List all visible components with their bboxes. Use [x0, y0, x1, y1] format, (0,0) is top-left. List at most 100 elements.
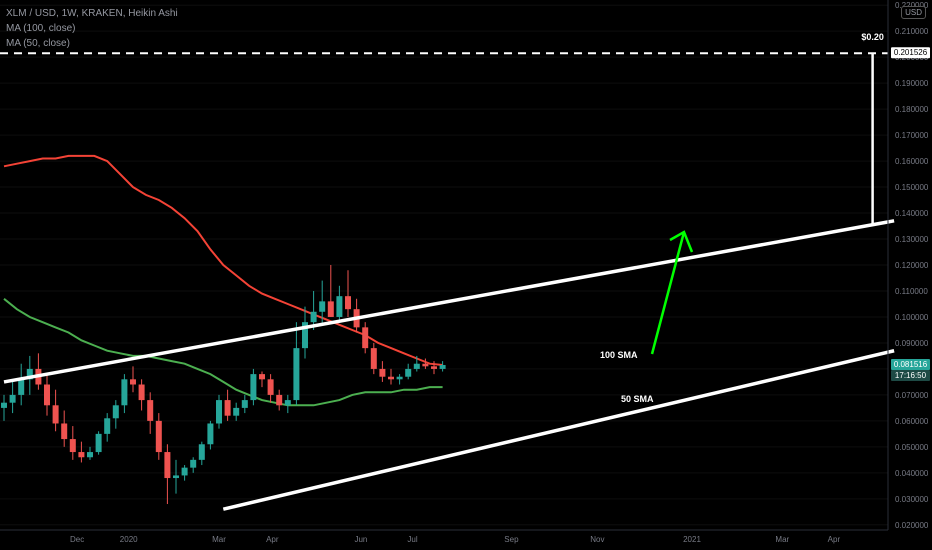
annotation-group: $0.20 100 SMA 50 SMA: [0, 32, 888, 404]
sma50-annotation: 50 SMA: [621, 394, 654, 404]
time-axis[interactable]: Dec 2020 Mar Apr Jun Jul Sep Nov 2021 Mar Apr: [0, 529, 888, 544]
time-tick-label: Dec: [70, 535, 84, 544]
price-tick-label: 0.090000: [895, 339, 929, 348]
ma100-line-group: [3, 154, 443, 366]
candle-up: [26, 368, 33, 380]
candle-down: [78, 452, 85, 458]
candle-up: [293, 348, 300, 401]
candle-up: [104, 418, 111, 434]
candle-up: [439, 365, 446, 369]
time-tick-label: Sep: [504, 535, 519, 544]
price-tick-label: 0.100000: [895, 313, 929, 322]
candle-up: [396, 376, 403, 380]
target-price-tag-bg: [891, 47, 930, 59]
candle-up: [319, 301, 326, 312]
candle-up: [241, 400, 248, 408]
candle-down: [44, 384, 50, 406]
candle-up: [121, 379, 128, 406]
price-tick-label: 0.170000: [895, 131, 929, 140]
candle-down: [370, 348, 377, 369]
candle-down: [422, 363, 429, 367]
candle-up: [173, 475, 179, 479]
candle-down: [276, 394, 283, 406]
price-tick-label: 0.040000: [895, 469, 929, 478]
candle-up: [181, 467, 188, 476]
ma50-line-group: [3, 298, 443, 407]
time-tick-label: Mar: [212, 535, 226, 544]
currency-button[interactable]: USD: [901, 6, 926, 19]
price-tick-label: 0.130000: [895, 235, 929, 244]
projection-arrowhead: [669, 230, 694, 253]
candle-down: [388, 376, 394, 380]
candle-up: [87, 452, 93, 458]
channel-lower-line: [222, 349, 895, 511]
channel-upper-line: [3, 219, 895, 384]
ma50-legend[interactable]: MA (50, close): [6, 38, 70, 49]
countdown-tag: 17:16:50: [895, 371, 927, 380]
ma100-legend[interactable]: MA (100, close): [6, 23, 76, 34]
candle-up: [233, 407, 240, 416]
candle-up: [284, 400, 291, 406]
candle-up: [95, 433, 102, 453]
ma50-line: [3, 298, 443, 407]
candle-down: [147, 400, 154, 421]
price-tick-label: 0.190000: [895, 79, 929, 88]
candle-up: [250, 374, 257, 401]
channel-lines-group: [3, 219, 895, 511]
candle-up: [413, 363, 420, 369]
price-tick-label: 0.050000: [895, 443, 929, 452]
target-price-label: $0.20: [861, 32, 884, 42]
candle-down: [155, 420, 162, 453]
time-tick-label: Apr: [828, 535, 841, 544]
price-tick-label: 0.120000: [895, 261, 929, 270]
price-tick-label: 0.030000: [895, 495, 929, 504]
time-tick-label: Apr: [266, 535, 279, 544]
target-price-tag: 0.201526: [894, 48, 928, 57]
candle-down: [69, 439, 76, 453]
candle-down: [224, 400, 231, 416]
price-tick-label: 0.060000: [895, 417, 929, 426]
candle-down: [379, 368, 386, 377]
chart-legend: XLM / USD, 1W, KRAKEN, Heikin Ashi MA (1…: [6, 6, 178, 51]
ma100-line: [3, 154, 443, 366]
candle-up: [18, 379, 25, 395]
projection-arrow: [650, 231, 686, 355]
time-tick-label: Jun: [354, 535, 367, 544]
candle-up: [336, 296, 343, 317]
price-tick-label: 0.150000: [895, 183, 929, 192]
price-grid: [0, 4, 888, 526]
candle-down: [267, 379, 274, 395]
candle-down: [61, 423, 68, 440]
candle-down: [138, 384, 145, 401]
countdown-tag-bg: [891, 370, 930, 382]
price-tick-label: 0.020000: [895, 521, 929, 530]
candle-up: [207, 423, 214, 445]
candle-up: [1, 402, 7, 408]
candle-down: [164, 452, 171, 479]
price-tick-label: 0.070000: [895, 391, 929, 400]
candle-down: [431, 366, 437, 369]
symbol-title[interactable]: XLM / USD, 1W, KRAKEN, Heikin Ashi: [6, 8, 178, 19]
candle-down: [130, 379, 136, 385]
candle-down: [327, 301, 334, 317]
price-axis[interactable]: 0.2200000.2100000.2000000.1900000.180000…: [887, 0, 930, 530]
current-price-tag-bg: [891, 359, 930, 371]
candle-down: [259, 374, 265, 380]
candle-down: [52, 405, 59, 424]
candle-up: [302, 322, 308, 349]
price-tick-label: 0.110000: [895, 287, 928, 296]
candle-up: [405, 368, 412, 377]
time-tick-label: 2021: [683, 535, 701, 544]
candle-up: [310, 311, 317, 323]
time-tick-label: Nov: [590, 535, 604, 544]
time-tick-label: Jul: [407, 535, 417, 544]
price-tick-label: 0.220000: [895, 1, 929, 10]
price-tick-label: 0.140000: [895, 209, 929, 218]
candle-up: [112, 405, 119, 419]
candle-up: [190, 459, 197, 468]
candle-up: [9, 394, 16, 403]
sma100-annotation: 100 SMA: [600, 350, 638, 360]
candle-down: [345, 296, 351, 310]
candle-down: [362, 327, 369, 349]
